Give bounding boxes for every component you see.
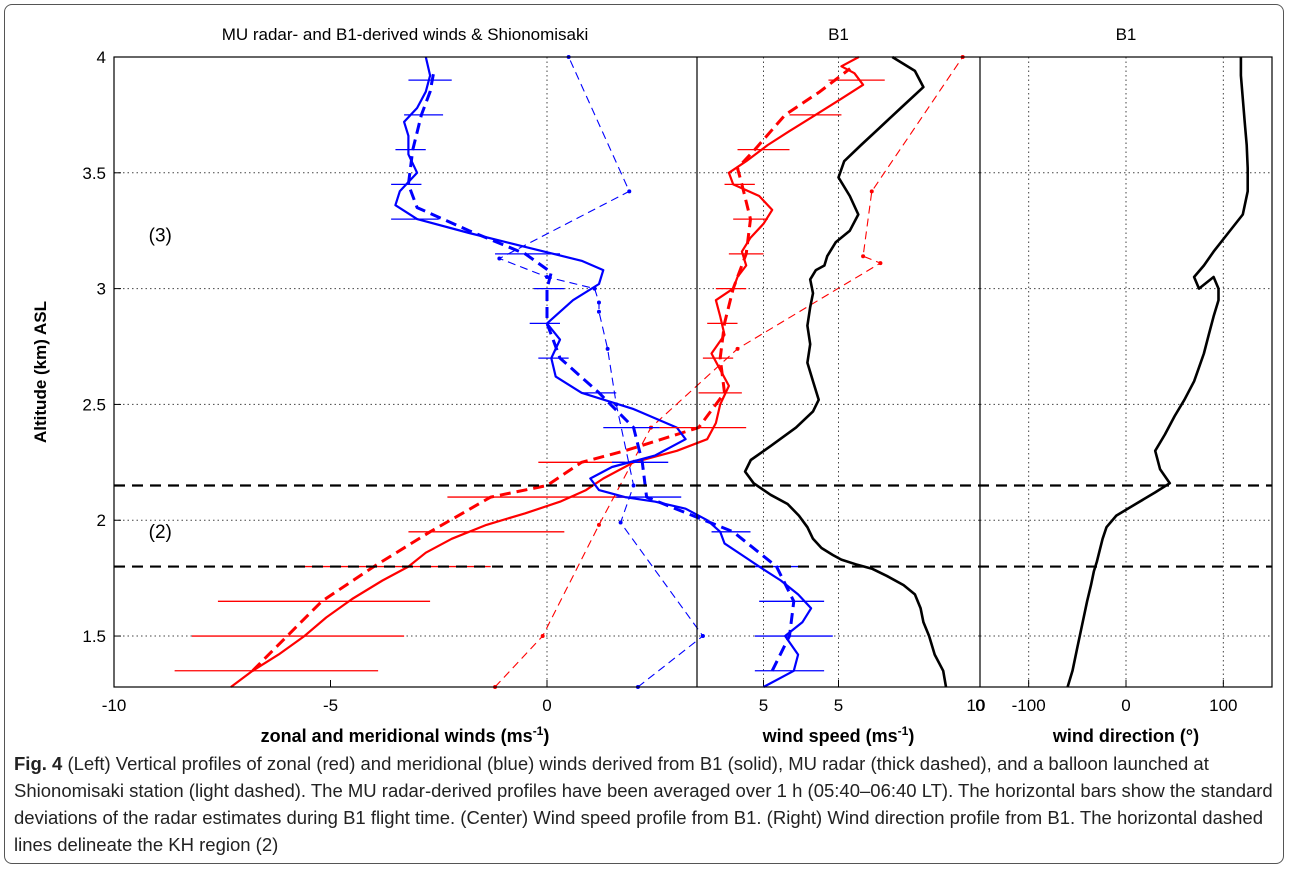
panel-xlabel: wind speed (ms-1)	[762, 724, 915, 746]
meridional-balloon-point	[618, 520, 623, 525]
meridional-balloon-point	[545, 275, 549, 280]
y-axis-label: Altitude (km) ASL	[31, 301, 50, 443]
zonal-balloon-point	[540, 634, 545, 639]
x-tick-label: 5	[759, 696, 768, 715]
meridional-balloon-point	[596, 300, 601, 305]
wind-direction-profile	[1066, 57, 1249, 688]
y-tick-label: 2.5	[82, 395, 106, 414]
meridional-balloon-point	[497, 256, 502, 261]
panel-xlabel: wind direction (°)	[1052, 726, 1199, 746]
zonal-balloon-point	[596, 522, 601, 527]
left-panel-title: MU radar- and B1-derived winds & Shionom…	[222, 25, 589, 44]
region-annotation: (2)	[149, 522, 172, 543]
wind-speed-profile	[743, 55, 948, 688]
y-tick-label: 2	[97, 511, 106, 530]
x-tick-label: 100	[1209, 696, 1237, 715]
zonal-balloon-point	[861, 254, 866, 259]
left-panel-xlabel: zonal and meridional winds (ms-1)	[261, 724, 550, 746]
meridional-balloon-point	[605, 346, 610, 351]
x-tick-label: -5	[323, 696, 338, 715]
axes-frame	[113, 56, 1273, 688]
zonal-b1-profile	[230, 56, 865, 688]
y-tick-label: 4	[97, 48, 106, 67]
meridional-balloon-point	[627, 189, 632, 194]
x-tick-label: -100	[1012, 696, 1046, 715]
panel-title: B1	[828, 25, 849, 44]
meridional-balloon-point	[596, 309, 601, 314]
meridional-balloon-point	[592, 286, 597, 291]
meridional-balloon-point	[700, 634, 705, 639]
x-tick-label: 0	[1121, 696, 1130, 715]
x-tick-label: 0	[975, 696, 984, 715]
figure-chart: -10 -5 0 5 0 1.5 2 2.5 3 3.5 4 MU radar- and B1-der…	[31, 25, 1273, 746]
y-tick-label: 3.5	[82, 164, 106, 183]
panel-title: B1	[1116, 25, 1137, 44]
zonal-radar-profile	[251, 67, 852, 672]
zonal-balloon-profile	[494, 56, 964, 688]
meridional-balloon-point	[631, 483, 636, 488]
meridional-b1-profile	[394, 56, 813, 688]
y-tick-label: 3	[97, 280, 106, 299]
region-annotation: (3)	[149, 225, 172, 246]
figure-frame	[4, 4, 1284, 864]
zonal-balloon-point	[735, 346, 740, 351]
x-tick-label: -10	[102, 696, 127, 715]
caption-text: (Left) Vertical profiles of zonal (red) …	[14, 753, 1273, 855]
meridional-radar-profile	[406, 68, 796, 672]
caption-label: Fig. 4	[14, 753, 63, 774]
y-tick-label: 1.5	[82, 627, 106, 646]
x-tick-label: 0	[542, 696, 551, 715]
meridional-balloon-profile	[498, 56, 704, 688]
meridional-balloon-point	[614, 402, 619, 407]
figure-caption: Fig. 4 (Left) Vertical profiles of zonal…	[14, 750, 1276, 858]
x-tick-label: 10	[967, 696, 986, 715]
zonal-balloon-point	[869, 189, 874, 194]
zonal-balloon-point	[878, 261, 883, 266]
x-tick-label: 5	[834, 696, 843, 715]
